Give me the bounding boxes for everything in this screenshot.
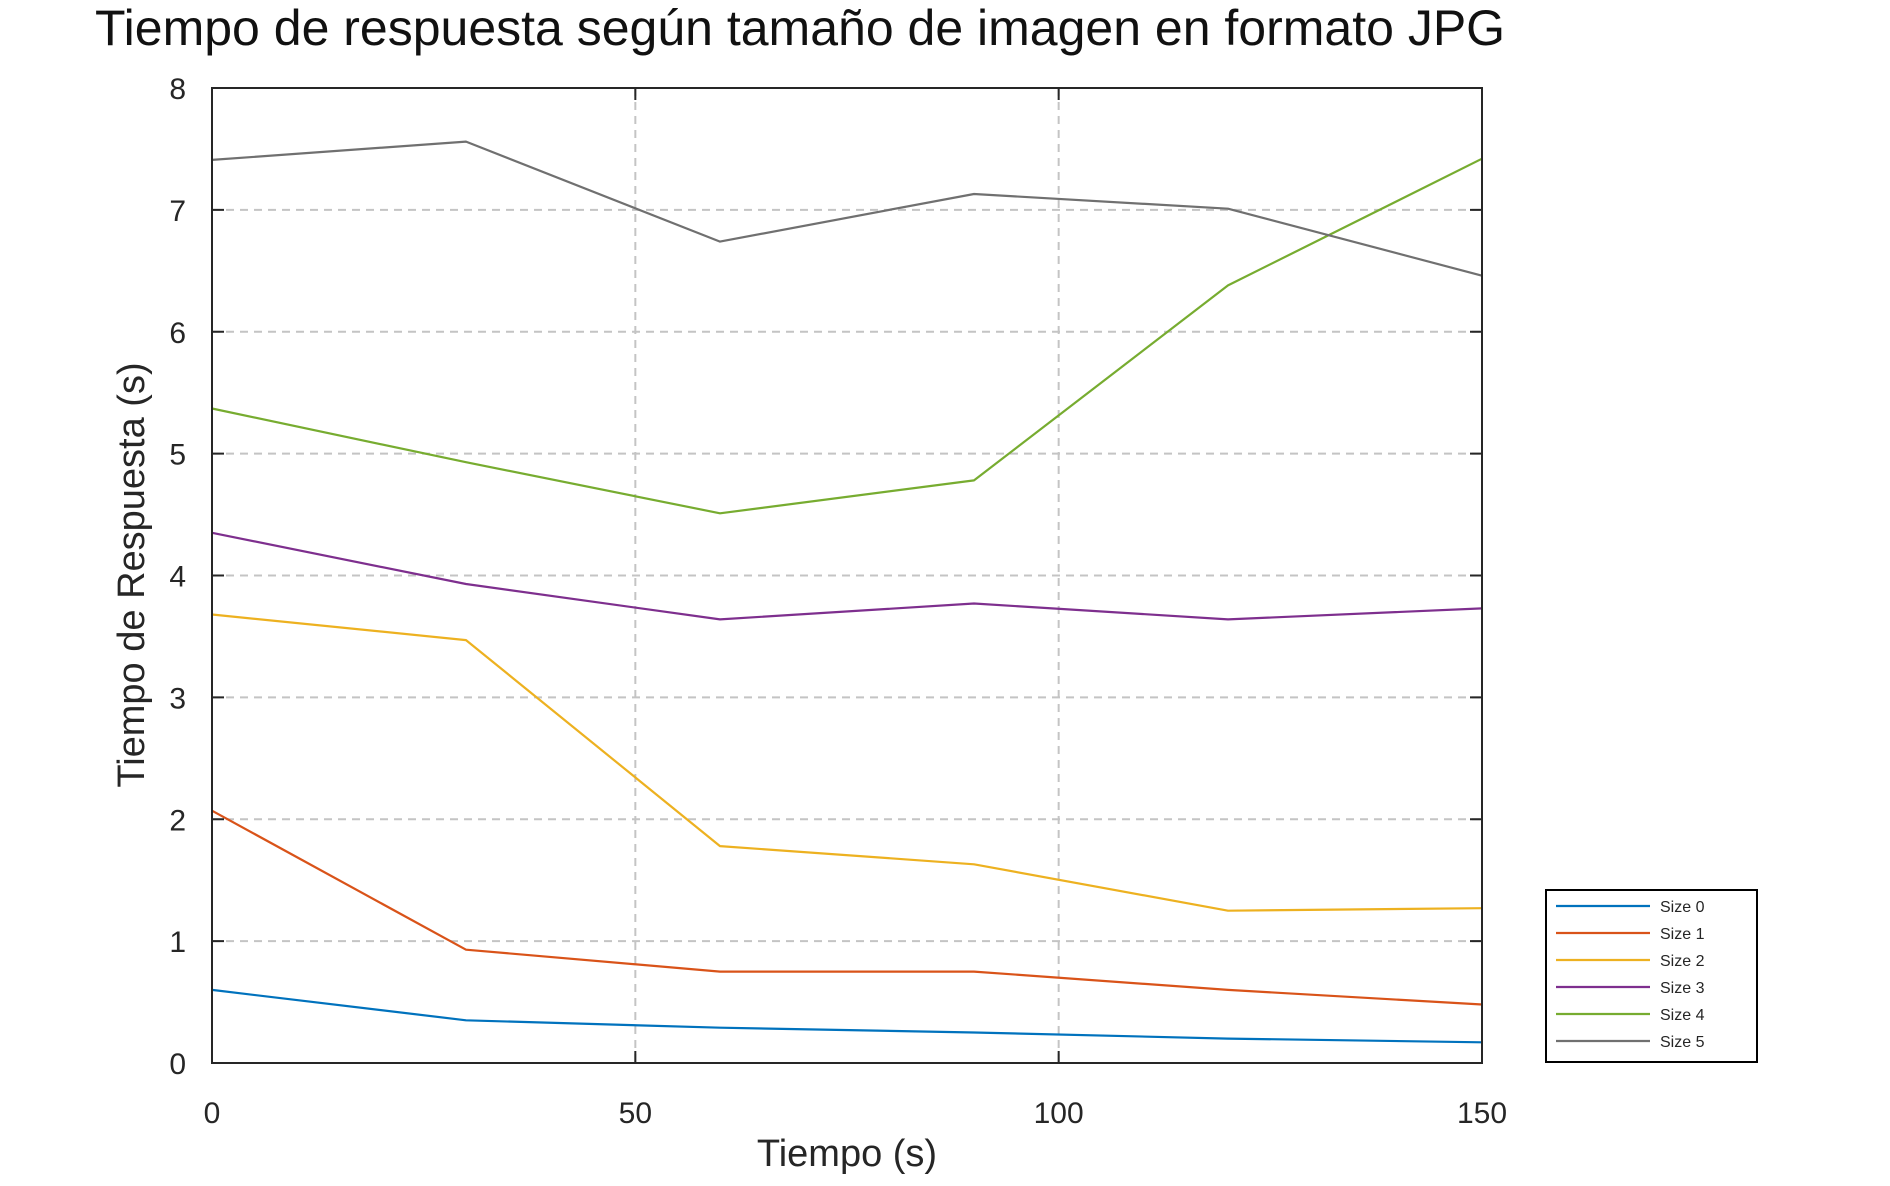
legend-label: Size 1	[1660, 926, 1705, 943]
x-axis-label: Tiempo (s)	[757, 1133, 937, 1175]
y-tick-label: 4	[169, 561, 186, 594]
series-line-size-4	[211, 157, 1483, 515]
x-tick-label: 0	[204, 1097, 221, 1130]
legend-label: Size 4	[1660, 1007, 1705, 1024]
series-line-size-2	[211, 613, 1483, 912]
x-tick-label: 100	[1034, 1097, 1084, 1130]
grid	[212, 88, 1482, 1063]
legend-label: Size 0	[1660, 899, 1705, 916]
y-axis-label: Tiempo de Respuesta (s)	[111, 362, 153, 787]
series-line-size-1	[211, 809, 1483, 1006]
legend-items: Size 0 Size 1 Size 2 Size 3 Size 4 Size 5	[1556, 899, 1705, 1051]
series-line-size-5	[211, 140, 1483, 277]
series-line-size-0	[211, 988, 1483, 1044]
legend: Size 0 Size 1 Size 2 Size 3 Size 4 Size 5	[1545, 889, 1758, 1063]
legend-label: Size 2	[1660, 953, 1705, 970]
y-tick-label: 8	[169, 73, 186, 106]
legend-box	[1545, 889, 1758, 1063]
x-tick-label: 150	[1457, 1097, 1507, 1130]
legend-label: Size 3	[1660, 980, 1705, 997]
chart-title: Tiempo de respuesta según tamaño de imag…	[95, 0, 1505, 56]
y-tick-label: 7	[169, 195, 186, 228]
y-tick-label: 0	[169, 1048, 186, 1081]
y-tick-label: 6	[169, 317, 186, 350]
y-tick-label: 5	[169, 439, 186, 472]
y-tick-label: 3	[169, 682, 186, 715]
series-line-size-3	[211, 531, 1483, 621]
legend-label: Size 5	[1660, 1034, 1705, 1051]
y-tick-label: 1	[169, 926, 186, 959]
axis-ticks: 0 1 2 3 4 5 6 7 8 0 50 100 150	[169, 73, 1507, 1130]
y-tick-label: 2	[169, 804, 186, 837]
series-lines	[211, 140, 1483, 1044]
x-tick-label: 50	[619, 1097, 652, 1130]
